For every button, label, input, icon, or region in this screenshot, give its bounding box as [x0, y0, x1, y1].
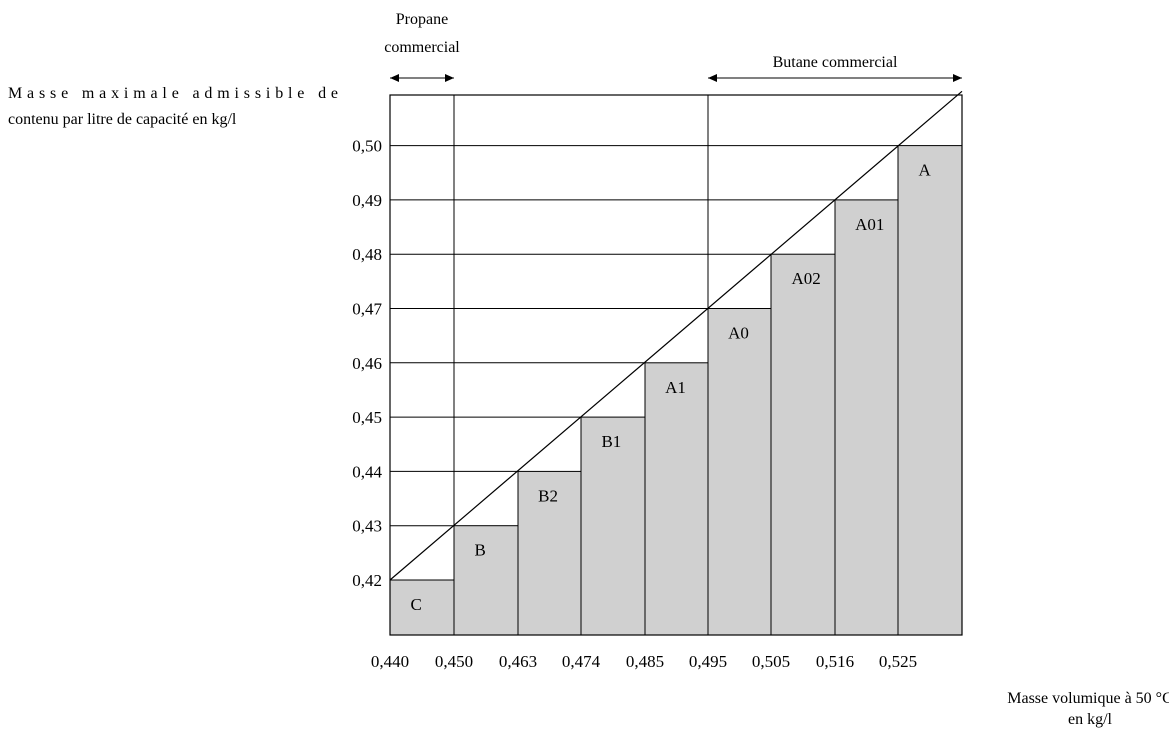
bar-a1	[644, 362, 709, 636]
bar-label-a01: A01	[855, 215, 884, 234]
lines-layer	[389, 74, 963, 636]
diagonal-line	[389, 90, 963, 581]
y-tick-label: 0,47	[352, 300, 382, 319]
bar-label-b: B	[474, 541, 485, 560]
bar-a01	[834, 199, 899, 636]
x-tick-label: 0,474	[562, 652, 601, 671]
bar-label-c: C	[410, 595, 421, 614]
x-tick-label: 0,505	[752, 652, 790, 671]
x-tick-label: 0,463	[499, 652, 537, 671]
range-arrow-left	[708, 74, 717, 82]
bar-label-a: A	[918, 161, 931, 180]
y-tick-label: 0,49	[352, 191, 382, 210]
x-axis-title: Masse volumique à 50 °C	[1007, 690, 1169, 707]
y-axis-title: contenu par litre de capacité en kg/l	[8, 111, 237, 128]
bar-c	[389, 579, 455, 636]
y-axis-title: Masse maximale admissible de	[8, 85, 338, 102]
bar-label-b1: B1	[601, 432, 621, 451]
bar-a02	[770, 253, 836, 636]
bars-layer	[389, 145, 963, 636]
bar-b	[453, 525, 519, 636]
range-label-propane: Propane	[396, 11, 448, 28]
bar-label-a1: A1	[665, 378, 686, 397]
range-label-butane: Butane commercial	[773, 54, 898, 71]
bar-label-b2: B2	[538, 486, 558, 505]
bar-b2	[517, 470, 582, 636]
range-arrow-right	[445, 74, 454, 82]
y-tick-label: 0,44	[352, 462, 382, 481]
bar-label-a02: A02	[791, 269, 820, 288]
range-arrow-right	[953, 74, 962, 82]
y-tick-label: 0,48	[352, 245, 382, 264]
range-arrow-left	[390, 74, 399, 82]
plot-frame	[389, 94, 963, 636]
x-tick-label: 0,440	[371, 652, 409, 671]
x-tick-label: 0,450	[435, 652, 473, 671]
bar-a	[897, 145, 963, 636]
text-layer: C B B2 B1 A1 A0 A02 A01 A 0,42 0,43 0,44 0,45 0,46 0,4…	[8, 11, 1169, 728]
x-tick-label: 0,485	[626, 652, 664, 671]
y-tick-label: 0,43	[352, 517, 382, 536]
y-tick-label: 0,45	[352, 408, 382, 427]
x-tick-label: 0,495	[689, 652, 727, 671]
y-tick-label: 0,50	[352, 137, 382, 156]
x-tick-label: 0,525	[879, 652, 917, 671]
bar-a0	[707, 308, 772, 636]
x-axis-title: en kg/l	[1068, 711, 1113, 728]
range-label-propane: commercial	[384, 39, 460, 56]
y-tick-label: 0,42	[352, 571, 382, 590]
bar-b1	[580, 416, 646, 636]
bar-label-a0: A0	[728, 324, 749, 343]
x-tick-label: 0,516	[816, 652, 854, 671]
y-tick-label: 0,46	[352, 354, 382, 373]
